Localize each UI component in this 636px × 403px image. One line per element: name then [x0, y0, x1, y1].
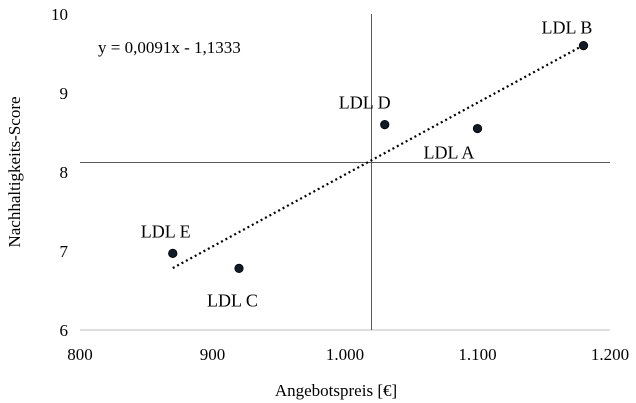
- point-label-ldl-b: LDL B: [542, 18, 593, 38]
- y-tick-label: 10: [51, 5, 68, 24]
- data-point-ldl-c: [234, 263, 244, 273]
- y-tick-label: 9: [60, 84, 69, 103]
- x-tick-label: 1.100: [458, 345, 496, 364]
- x-tick-label: 900: [200, 345, 226, 364]
- y-tick-label: 7: [60, 242, 69, 261]
- x-tick-label: 1.200: [591, 345, 629, 364]
- point-label-ldl-a: LDL A: [424, 143, 475, 163]
- trendline: [172, 44, 585, 270]
- point-label-ldl-c: LDL C: [207, 290, 258, 310]
- x-tick-labels: 800 900 1.000 1.100 1.200: [67, 345, 629, 364]
- y-axis-title: Nachhaltigkeits-Score: [5, 96, 24, 247]
- x-tick-label: 800: [67, 345, 93, 364]
- y-tick-label: 8: [60, 163, 69, 182]
- y-tick-label: 6: [60, 321, 69, 340]
- x-axis-title: Angebotspreis [€]: [275, 381, 397, 400]
- data-point-ldl-e: [168, 248, 178, 258]
- point-label-ldl-e: LDL E: [141, 221, 191, 241]
- data-point-ldl-d: [380, 120, 390, 130]
- data-points: [168, 40, 589, 273]
- trendline-equation: y = 0,0091x - 1,1333: [98, 38, 241, 57]
- y-tick-labels: 6 7 8 9 10: [51, 5, 69, 340]
- data-point-ldl-b: [578, 40, 589, 51]
- reference-lines: [80, 14, 610, 330]
- trendline-group: [172, 44, 585, 270]
- point-labels: LDL A LDL B LDL C LDL D LDL E: [141, 18, 593, 311]
- data-point-ldl-a: [472, 123, 483, 134]
- point-label-ldl-d: LDL D: [339, 93, 391, 113]
- x-tick-label: 1.000: [326, 345, 364, 364]
